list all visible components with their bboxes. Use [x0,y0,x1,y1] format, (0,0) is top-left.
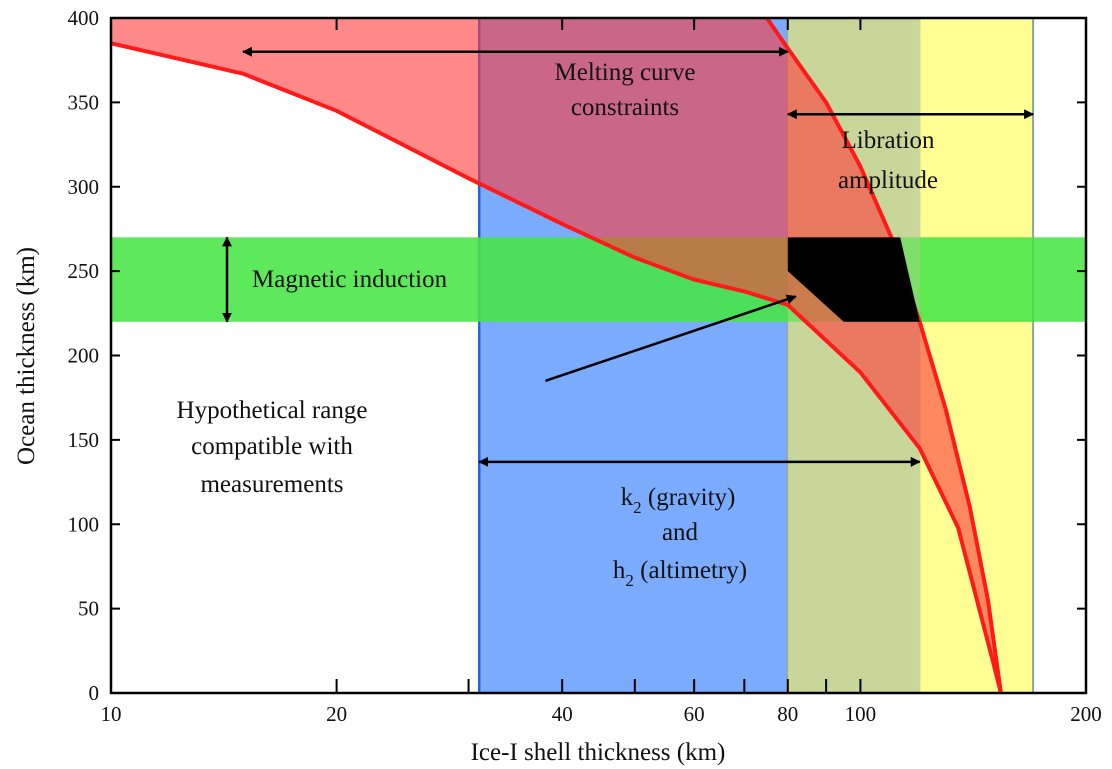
compatible-region [787,237,920,322]
libration-annot-line2: amplitude [838,167,938,194]
y-tick-label: 400 [68,6,100,30]
x-tick-label: 40 [552,702,573,726]
y-tick-label: 150 [68,428,100,452]
k2-main: k [621,484,634,511]
compatible-region-group [787,237,920,322]
k2-sub: 2 [633,498,642,517]
h2-rest: (altimetry) [634,557,747,584]
hypothetical-annot-line3: measurements [200,471,343,498]
h2-main: h [613,557,626,584]
y-tick-label: 250 [68,259,100,283]
annotation-arrows [222,46,1035,467]
y-tick-label: 100 [68,512,100,536]
y-tick-label: 50 [78,597,99,621]
y-tick-label: 350 [68,90,100,114]
x-tick-label: 10 [101,702,122,726]
hypothetical-arrow [545,294,797,382]
x-tick-label: 200 [1070,702,1102,726]
y-tick-label: 200 [68,344,100,368]
and-annot: and [662,519,699,546]
k2-rest: (gravity) [642,484,736,511]
y-tick-label: 300 [68,175,100,199]
melting-curve-lower [110,41,1003,694]
melting-region-fill [111,18,1001,693]
x-tick-label: 60 [684,702,705,726]
hypothetical-annot-line1: Hypothetical range [177,397,368,424]
x-tick-label: 100 [845,702,877,726]
x-axis-title: Ice-I shell thickness (km) [471,739,726,766]
magnetic-annot: Magnetic induction [252,266,448,293]
hypothetical-annot-line2: compatible with [191,433,353,460]
axis-ticks: 0 50 100 150 200 250 300 350 400 10 20 40 60 80 100 200 [68,6,1102,726]
melting-annot-line2: constraints [571,94,679,121]
h2-annot: h2 (altimetry) [613,557,747,590]
x-tick-label: 20 [326,702,347,726]
y-tick-label: 0 [89,681,100,705]
melting-annot-line1: Melting curve [555,59,696,86]
k2-annot: k2 (gravity) [621,484,736,517]
x-tick-label: 80 [777,702,798,726]
y-axis-title: Ocean thickness (km) [13,247,40,465]
h2-sub: 2 [625,571,634,590]
libration-annot-line1: Libration [841,127,935,154]
magnetic-band-overlay [111,237,1086,322]
